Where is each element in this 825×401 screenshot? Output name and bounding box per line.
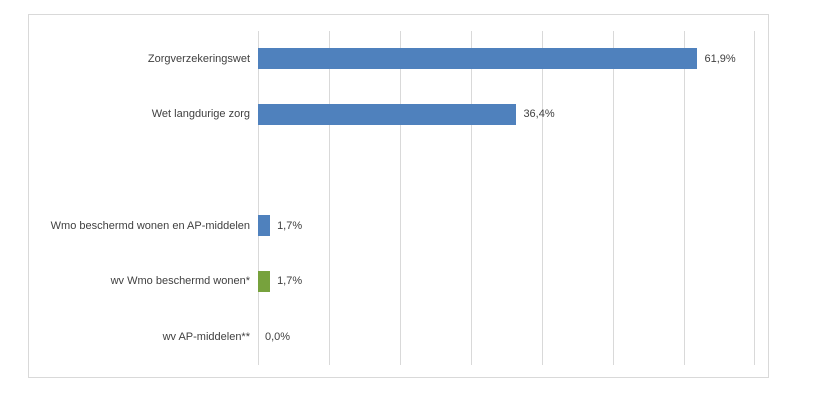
bar bbox=[258, 103, 517, 125]
category-labels: Zorgverzekeringswet Wet langdurige zorg Wm… bbox=[29, 31, 258, 365]
gridline bbox=[471, 31, 472, 365]
gridline bbox=[399, 31, 401, 365]
gridline bbox=[613, 31, 614, 365]
value-label: 36,4% bbox=[523, 108, 555, 121]
value-label: 1,7% bbox=[277, 219, 303, 232]
bar bbox=[258, 215, 271, 237]
category-label: Wmo beschermd wonen en AP-middelen bbox=[50, 219, 250, 232]
value-label: 0,0% bbox=[265, 331, 291, 344]
chart-area: Zorgverzekeringswet Wet langdurige zorg Wm… bbox=[28, 14, 769, 378]
gridline bbox=[754, 31, 755, 365]
category-label: Wet langdurige zorg bbox=[151, 108, 250, 121]
gridline bbox=[328, 31, 330, 365]
gridline bbox=[541, 31, 543, 365]
bar-row: 1,7% bbox=[258, 198, 755, 254]
bar bbox=[258, 48, 698, 70]
value-label: 1,7% bbox=[277, 275, 303, 288]
bars-layer: 61,9% 36,4% 1,7% 1,7% 0,0% bbox=[258, 31, 755, 365]
axis-line bbox=[258, 31, 259, 365]
bar-row: 0,0% bbox=[258, 309, 755, 365]
category-label: wv AP-middelen** bbox=[162, 331, 250, 344]
gridline bbox=[684, 31, 685, 365]
category-label: Zorgverzekeringswet bbox=[147, 52, 250, 65]
bar-row: 61,9% bbox=[258, 31, 755, 87]
bar-row bbox=[258, 142, 755, 198]
bar bbox=[258, 270, 271, 292]
bar-row: 1,7% bbox=[258, 254, 755, 310]
gridlines-layer bbox=[258, 31, 755, 365]
category-label: wv Wmo beschermd wonen* bbox=[110, 275, 250, 288]
value-label: 61,9% bbox=[704, 52, 736, 65]
bar-row: 36,4% bbox=[258, 87, 755, 143]
plot-area: 61,9% 36,4% 1,7% 1,7% 0,0% bbox=[258, 31, 755, 365]
